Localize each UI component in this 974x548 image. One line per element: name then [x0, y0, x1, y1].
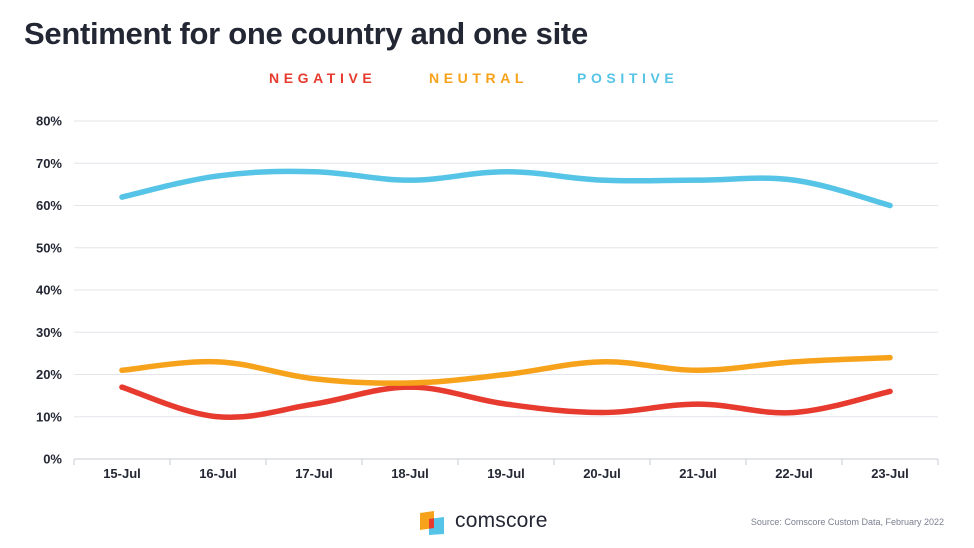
data-point-neutral: [215, 359, 221, 365]
x-tick-label: 23-Jul: [871, 466, 909, 481]
data-point-positive: [887, 202, 893, 209]
data-point-neutral: [503, 371, 509, 378]
data-point-negative: [791, 409, 797, 416]
x-tick-label: 17-Jul: [295, 466, 333, 481]
x-tick-label: 21-Jul: [679, 466, 717, 481]
legend: NEGATIVE NEUTRAL POSITIVE: [0, 70, 974, 90]
data-point-positive: [311, 169, 317, 175]
data-point-positive: [215, 173, 221, 179]
data-point-negative: [311, 401, 317, 407]
data-point-positive: [695, 177, 701, 183]
data-point-neutral: [311, 376, 317, 382]
y-tick-label: 70%: [36, 156, 62, 171]
data-point-negative: [215, 414, 221, 420]
data-point-negative: [407, 384, 413, 390]
chart-title: Sentiment for one country and one site: [24, 16, 588, 51]
data-point-neutral: [887, 354, 893, 361]
x-tick-label: 22-Jul: [775, 466, 813, 481]
y-tick-label: 0%: [43, 452, 62, 467]
x-tick-label: 19-Jul: [487, 466, 525, 481]
x-tick-label: 20-Jul: [583, 466, 621, 481]
data-point-negative: [695, 401, 701, 407]
y-tick-label: 10%: [36, 409, 62, 424]
y-tick-label: 30%: [36, 325, 62, 340]
data-point-neutral: [695, 367, 701, 373]
source-note: Source: Comscore Custom Data, February 2…: [750, 517, 944, 527]
data-point-positive: [791, 177, 797, 183]
series-line-neutral: [119, 354, 893, 386]
y-tick-label: 20%: [36, 367, 62, 382]
series-negative: [119, 384, 893, 421]
data-point-negative: [503, 401, 509, 407]
data-point-neutral: [599, 359, 605, 365]
data-point-neutral: [791, 359, 797, 365]
y-tick-label: 40%: [36, 283, 62, 298]
x-tick-label: 16-Jul: [199, 466, 237, 481]
brand-logo: comscore: [419, 509, 559, 535]
data-point-negative: [887, 388, 893, 395]
comscore-logo-icon: [420, 511, 444, 535]
x-axis: 15-Jul 16-Jul 17-Jul 18-Jul 19-Jul 20-Jul 21-J…: [73, 459, 939, 481]
series-line-positive: [119, 168, 893, 209]
y-tick-label: 60%: [36, 198, 62, 213]
data-point-neutral: [407, 380, 413, 386]
data-point-positive: [407, 177, 413, 183]
y-tick-label: 50%: [36, 240, 62, 255]
data-point-negative: [599, 409, 605, 416]
legend-item-positive: POSITIVE: [577, 70, 679, 86]
data-point-positive: [503, 169, 509, 175]
data-point-positive: [119, 194, 125, 200]
y-tick-label: 80%: [36, 114, 62, 129]
data-point-positive: [599, 177, 605, 183]
legend-item-neutral: NEUTRAL: [429, 70, 529, 86]
x-tick-label: 18-Jul: [391, 466, 429, 481]
brand-name: comscore: [455, 509, 548, 532]
series-positive: [119, 168, 893, 209]
data-point-neutral: [119, 367, 125, 373]
series-neutral: [119, 354, 893, 386]
legend-item-negative: NEGATIVE: [269, 70, 377, 86]
data-point-negative: [119, 384, 125, 390]
x-tick-label: 15-Jul: [103, 466, 141, 481]
